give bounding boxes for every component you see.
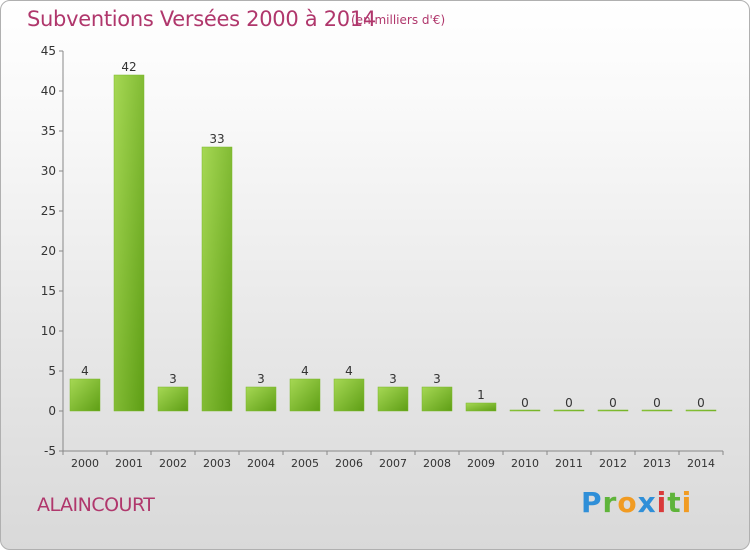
data-label: 3 xyxy=(257,372,265,386)
bar xyxy=(289,378,321,412)
y-tick-label: 5 xyxy=(48,364,56,378)
x-tick-label: 2004 xyxy=(247,457,275,470)
data-label: 0 xyxy=(565,396,573,410)
bar xyxy=(553,409,585,412)
y-tick-label: 40 xyxy=(41,84,56,98)
data-label: 4 xyxy=(301,364,309,378)
bar xyxy=(685,409,717,412)
data-label: 4 xyxy=(81,364,89,378)
x-tick-label: 2010 xyxy=(511,457,539,470)
data-label: 0 xyxy=(653,396,661,410)
data-label: 42 xyxy=(121,60,136,74)
bar xyxy=(333,378,365,412)
x-tick-label: 2011 xyxy=(555,457,583,470)
bar xyxy=(377,386,409,412)
chart-title: Subventions Versées 2000 à 2014 xyxy=(27,7,376,31)
y-tick-label: 20 xyxy=(41,244,56,258)
x-tick-label: 2002 xyxy=(159,457,187,470)
proxiti-logo: Proxiti xyxy=(581,486,693,519)
y-tick-label: 30 xyxy=(41,164,56,178)
chart-subtitle: (en milliers d'€) xyxy=(351,13,446,27)
x-tick-label: 2008 xyxy=(423,457,451,470)
x-tick-label: 2000 xyxy=(71,457,99,470)
data-label: 3 xyxy=(389,372,397,386)
x-tick-label: 2014 xyxy=(687,457,715,470)
x-tick-label: 2007 xyxy=(379,457,407,470)
bar xyxy=(597,409,629,412)
data-label: 3 xyxy=(169,372,177,386)
y-tick-label: 0 xyxy=(48,404,56,418)
data-label: 1 xyxy=(477,388,485,402)
bar xyxy=(69,378,101,412)
bar xyxy=(113,74,145,412)
x-tick-label: 2001 xyxy=(115,457,143,470)
x-tick-label: 2013 xyxy=(643,457,671,470)
bar xyxy=(157,386,189,412)
bar xyxy=(465,402,497,412)
x-tick-label: 2005 xyxy=(291,457,319,470)
y-tick-label: 10 xyxy=(41,324,56,338)
data-label: 3 xyxy=(433,372,441,386)
y-tick-label: 25 xyxy=(41,204,56,218)
y-tick-label: 15 xyxy=(41,284,56,298)
data-label: 0 xyxy=(521,396,529,410)
data-label: 0 xyxy=(697,396,705,410)
data-label: 0 xyxy=(609,396,617,410)
x-tick-label: 2012 xyxy=(599,457,627,470)
x-tick-label: 2003 xyxy=(203,457,231,470)
bars xyxy=(69,74,717,412)
bar xyxy=(509,409,541,412)
place-name: ALAINCOURT xyxy=(37,494,155,516)
x-tick-label: 2006 xyxy=(335,457,363,470)
data-label: 33 xyxy=(209,132,224,146)
y-tick-label: 45 xyxy=(41,44,56,58)
x-tick-label: 2009 xyxy=(467,457,495,470)
bar xyxy=(421,386,453,412)
bar xyxy=(201,146,233,412)
bar xyxy=(245,386,277,412)
data-label: 4 xyxy=(345,364,353,378)
y-tick-label: 35 xyxy=(41,124,56,138)
bar xyxy=(641,409,673,412)
y-tick-label: -5 xyxy=(44,444,56,458)
